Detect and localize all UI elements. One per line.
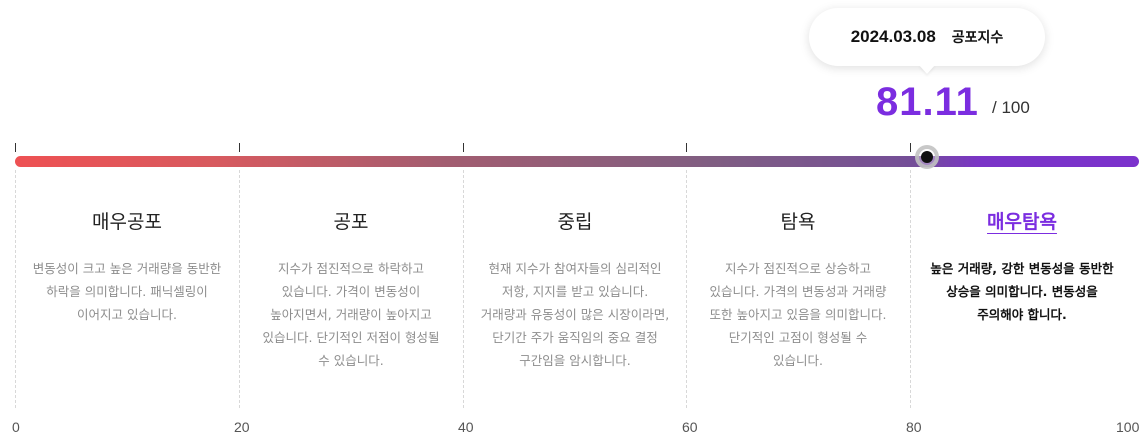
section-greed: 탐욕 지수가 점진적으로 상승하고 있습니다. 가격의 변동성과 거래량 또한 …: [702, 205, 894, 372]
section-extreme-fear: 매우공포 변동성이 크고 높은 거래량을 동반한 하락을 의미합니다. 패닉셀링…: [31, 205, 223, 326]
axis-label: 80: [906, 419, 922, 435]
section-title: 중립: [557, 211, 593, 233]
section-title-active[interactable]: 매우탐욕: [987, 211, 1057, 233]
axis-label: 40: [458, 419, 474, 435]
gauge-marker-dot: [920, 151, 933, 163]
axis-label: 100: [1116, 419, 1140, 435]
section-title: 공포: [333, 211, 369, 233]
section-neutral: 중립 현재 지수가 참여자들의 심리적인 저항, 지지를 받고 있습니다. 거래…: [479, 205, 671, 372]
section-description: 높은 거래량, 강한 변동성을 동반한 상승을 의미합니다. 변동성을 주의해야…: [930, 261, 1114, 322]
section-divider: [463, 170, 464, 408]
axis-label: 60: [682, 419, 698, 435]
section-description: 지수가 점진적으로 하락하고 있습니다. 가격이 변동성이 높아지면서, 거래량…: [262, 261, 440, 368]
tick-mark: [910, 143, 911, 152]
section-description: 현재 지수가 참여자들의 심리적인 저항, 지지를 받고 있습니다. 거래량과 …: [480, 261, 670, 368]
section-extreme-greed: 매우탐욕 높은 거래량, 강한 변동성을 동반한 상승을 의미합니다. 변동성을…: [926, 205, 1118, 326]
axis-label: 0: [12, 419, 20, 435]
tooltip-label: 공포지수: [951, 30, 1004, 46]
section-divider: [910, 170, 911, 408]
section-title: 매우공포: [92, 211, 162, 233]
tooltip-date: 2024.03.08: [850, 27, 936, 46]
score-value: 81.11: [876, 80, 979, 124]
tick-mark: [463, 143, 464, 152]
section-title: 탐욕: [780, 211, 816, 233]
section-divider: [15, 170, 16, 408]
section-divider: [239, 170, 240, 408]
tick-mark: [686, 143, 687, 152]
section-description: 지수가 점진적으로 상승하고 있습니다. 가격의 변동성과 거래량 또한 높아지…: [709, 261, 887, 368]
tick-mark: [15, 143, 16, 152]
gauge-marker[interactable]: [914, 145, 939, 169]
section-fear: 공포 지수가 점진적으로 하락하고 있습니다. 가격이 변동성이 높아지면서, …: [255, 205, 447, 372]
section-description: 변동성이 크고 높은 거래량을 동반한 하락을 의미합니다. 패닉셀링이 이어지…: [32, 261, 222, 322]
section-divider: [686, 170, 687, 408]
score-max: / 100: [992, 98, 1030, 117]
axis-label: 20: [234, 419, 250, 435]
date-tooltip: 2024.03.08 공포지수: [809, 8, 1045, 66]
fear-greed-gauge-bar: [15, 156, 1139, 167]
tick-mark: [239, 143, 240, 152]
